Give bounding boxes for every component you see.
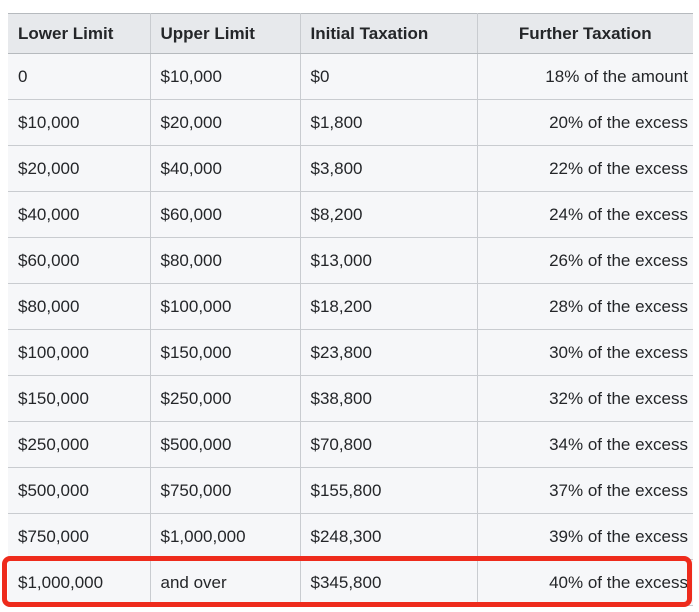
table-cell: $10,000 [150,53,301,100]
table-cell: 0 [8,53,151,100]
table-header: Lower Limit Upper Limit Initial Taxation Fu… [8,13,693,54]
table-cell: 28% of the excess [477,283,693,330]
table-cell: $60,000 [150,191,301,238]
table-cell: $500,000 [150,421,301,468]
table-cell: $80,000 [8,283,151,330]
table-cell: $150,000 [150,329,301,376]
table-cell: $100,000 [150,283,301,330]
table-cell: $155,800 [300,467,478,514]
column-header: Lower Limit [8,13,151,54]
table-row: $250,000 $500,000 $70,800 34% of the excess [8,421,693,468]
column-header: Upper Limit [150,13,301,54]
table-cell: $20,000 [8,145,151,192]
table-cell: $750,000 [150,467,301,514]
table-cell: $13,000 [300,237,478,284]
header-row: Lower Limit Upper Limit Initial Taxation Fu… [8,13,693,54]
table-cell: $750,000 [8,513,151,560]
table-cell: 34% of the excess [477,421,693,468]
table-cell: $23,800 [300,329,478,376]
table-cell: 18% of the amount [477,53,693,100]
table-row: $20,000 $40,000 $3,800 22% of the excess [8,145,693,192]
table-row: 0 $10,000 $0 18% of the amount [8,53,693,100]
table-cell: 30% of the excess [477,329,693,376]
table-cell: 37% of the excess [477,467,693,514]
table-cell: 32% of the excess [477,375,693,422]
tax-table: Lower Limit Upper Limit Initial Taxation Fu… [8,13,693,606]
table-cell: $10,000 [8,99,151,146]
table-cell: $250,000 [8,421,151,468]
table-cell: $500,000 [8,467,151,514]
table-row-highlighted: $1,000,000 and over $345,800 40% of the exc… [8,559,693,606]
table-cell: $250,000 [150,375,301,422]
table-row: $40,000 $60,000 $8,200 24% of the excess [8,191,693,238]
table-row: $80,000 $100,000 $18,200 28% of the excess [8,283,693,330]
table-cell: 40% of the excess [477,559,693,606]
table-cell: 39% of the excess [477,513,693,560]
table-cell: 20% of the excess [477,99,693,146]
table-row: $100,000 $150,000 $23,800 30% of the excess [8,329,693,376]
column-header: Further Taxation [477,13,693,54]
table-row: $750,000 $1,000,000 $248,300 39% of the exc… [8,513,693,560]
table-row: $500,000 $750,000 $155,800 37% of the exces… [8,467,693,514]
table-cell: 24% of the excess [477,191,693,238]
table-cell: $8,200 [300,191,478,238]
table-cell: $40,000 [150,145,301,192]
table-cell: 26% of the excess [477,237,693,284]
table-cell: $1,000,000 [150,513,301,560]
table-cell: $0 [300,53,478,100]
table-cell: $150,000 [8,375,151,422]
table-cell: $60,000 [8,237,151,284]
table-row: $60,000 $80,000 $13,000 26% of the excess [8,237,693,284]
table-cell: and over [150,559,301,606]
table-cell: $3,800 [300,145,478,192]
table-cell: $70,800 [300,421,478,468]
table-cell: $100,000 [8,329,151,376]
table-row: $150,000 $250,000 $38,800 32% of the excess [8,375,693,422]
table-cell: $80,000 [150,237,301,284]
table-cell: $40,000 [8,191,151,238]
table-cell: $345,800 [300,559,478,606]
table-body: 0 $10,000 $0 18% of the amount $10,000 $20,00… [8,53,693,606]
table-cell: $248,300 [300,513,478,560]
table-cell: $20,000 [150,99,301,146]
table-cell: $38,800 [300,375,478,422]
table-row: $10,000 $20,000 $1,800 20% of the excess [8,99,693,146]
table-cell: $18,200 [300,283,478,330]
table-cell: 22% of the excess [477,145,693,192]
column-header: Initial Taxation [300,13,478,54]
table-cell: $1,000,000 [8,559,151,606]
table-cell: $1,800 [300,99,478,146]
